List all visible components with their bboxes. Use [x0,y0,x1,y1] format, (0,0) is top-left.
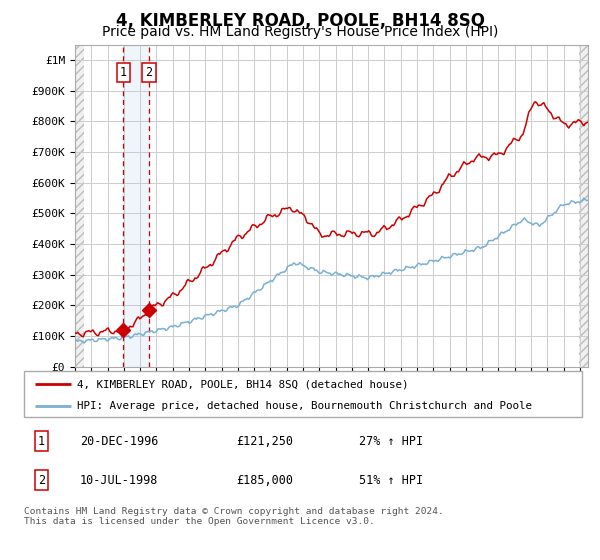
Text: 2: 2 [145,66,152,79]
Text: Price paid vs. HM Land Registry's House Price Index (HPI): Price paid vs. HM Land Registry's House … [102,25,498,39]
Text: 1: 1 [120,66,127,79]
Text: 2: 2 [38,474,45,487]
Text: 1: 1 [38,435,45,447]
Text: 51% ↑ HPI: 51% ↑ HPI [359,474,423,487]
Text: £185,000: £185,000 [236,474,293,487]
Text: 27% ↑ HPI: 27% ↑ HPI [359,435,423,447]
Text: HPI: Average price, detached house, Bournemouth Christchurch and Poole: HPI: Average price, detached house, Bour… [77,401,532,410]
Text: Contains HM Land Registry data © Crown copyright and database right 2024.
This d: Contains HM Land Registry data © Crown c… [24,507,444,526]
Text: £121,250: £121,250 [236,435,293,447]
Text: 4, KIMBERLEY ROAD, POOLE, BH14 8SQ: 4, KIMBERLEY ROAD, POOLE, BH14 8SQ [115,12,485,30]
Text: 10-JUL-1998: 10-JUL-1998 [80,474,158,487]
Bar [75,30,84,367]
FancyBboxPatch shape [24,371,582,417]
Bar [579,30,588,367]
Text: 4, KIMBERLEY ROAD, POOLE, BH14 8SQ (detached house): 4, KIMBERLEY ROAD, POOLE, BH14 8SQ (deta… [77,379,409,389]
Bar [124,45,149,367]
Text: 20-DEC-1996: 20-DEC-1996 [80,435,158,447]
